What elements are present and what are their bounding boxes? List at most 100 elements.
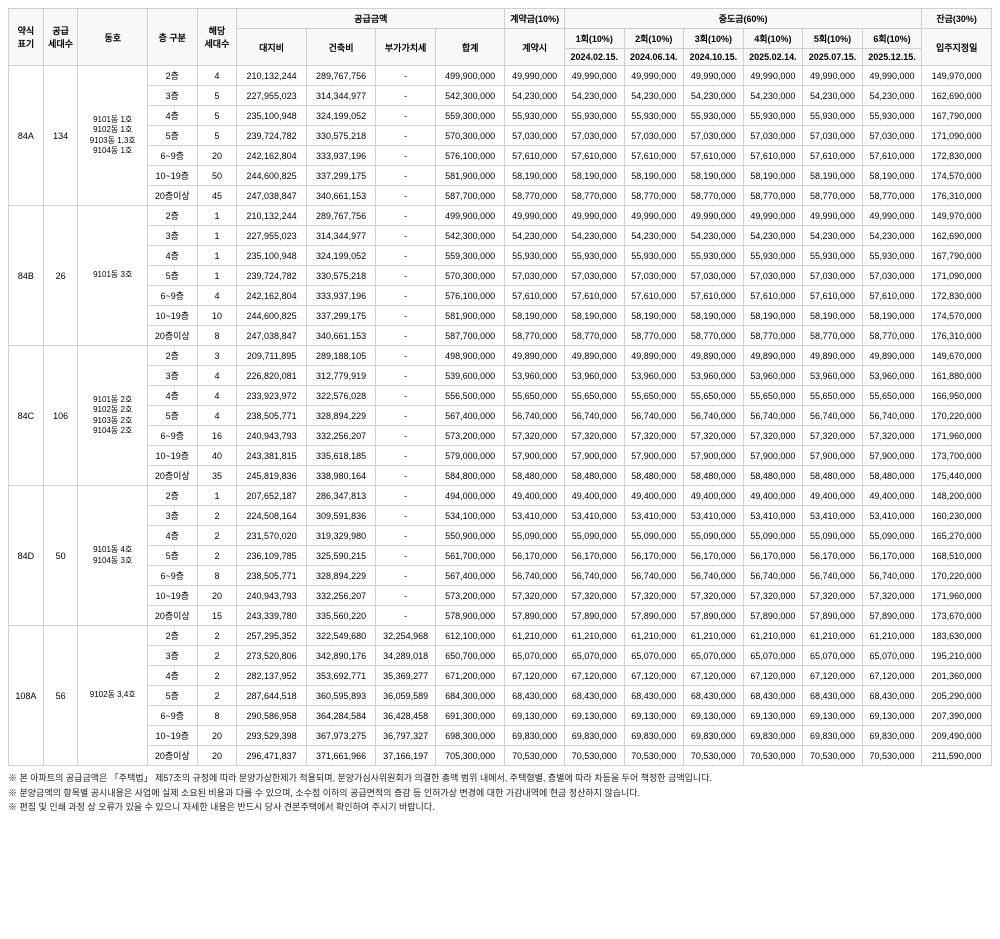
cell-hapgye: 587,700,000 (435, 186, 505, 206)
cell-haedang: 40 (197, 446, 237, 466)
cell-gyeyak: 55,930,000 (505, 246, 565, 266)
cell-p3: 57,610,000 (684, 286, 744, 306)
cell-hapgye: 494,000,000 (435, 486, 505, 506)
cell-p2: 68,430,000 (624, 686, 684, 706)
col-d2: 2024.06.14. (624, 49, 684, 66)
cell-gyeyak: 54,230,000 (505, 226, 565, 246)
table-row: 6~9층20242,162,804333,937,196-576,100,000… (9, 146, 992, 166)
cell-hapgye: 684,300,000 (435, 686, 505, 706)
table-row: 10~19층20240,943,793332,256,207-573,200,0… (9, 586, 992, 606)
cell-p4: 54,230,000 (743, 226, 803, 246)
cell-floor: 10~19층 (147, 306, 197, 326)
cell-p4: 61,210,000 (743, 626, 803, 646)
cell-gyeyak: 61,210,000 (505, 626, 565, 646)
cell-haedang: 4 (197, 286, 237, 306)
col-h5: 5회(10%) (803, 29, 863, 49)
cell-p5: 58,770,000 (803, 186, 863, 206)
cell-p1: 56,740,000 (564, 406, 624, 426)
cell-daejibi: 235,100,948 (237, 106, 307, 126)
cell-p3: 56,170,000 (684, 546, 744, 566)
cell-p3: 57,030,000 (684, 126, 744, 146)
cell-p4: 56,740,000 (743, 406, 803, 426)
cell-p3: 55,650,000 (684, 386, 744, 406)
cell-jan: 205,290,000 (922, 686, 992, 706)
cell-vat: 37,166,197 (376, 746, 436, 766)
cell-daejibi: 245,819,836 (237, 466, 307, 486)
cell-p4: 57,610,000 (743, 286, 803, 306)
cell-gyeyak: 65,070,000 (505, 646, 565, 666)
col-floor-type: 층 구분 (147, 9, 197, 66)
cell-daejibi: 247,038,847 (237, 186, 307, 206)
cell-jan: 171,960,000 (922, 426, 992, 446)
cell-p5: 53,410,000 (803, 506, 863, 526)
cell-vat: - (376, 186, 436, 206)
cell-p2: 55,930,000 (624, 246, 684, 266)
cell-p5: 49,400,000 (803, 486, 863, 506)
cell-floor: 5층 (147, 546, 197, 566)
table-row: 10~19층10244,600,825337,299,175-581,900,0… (9, 306, 992, 326)
cell-p5: 57,320,000 (803, 586, 863, 606)
cell-p5: 57,610,000 (803, 146, 863, 166)
cell-gyeyak: 54,230,000 (505, 86, 565, 106)
cell-vat: - (376, 606, 436, 626)
cell-p1: 68,430,000 (564, 686, 624, 706)
cell-p3: 55,930,000 (684, 246, 744, 266)
cell-p3: 58,190,000 (684, 166, 744, 186)
cell-p6: 55,090,000 (862, 526, 922, 546)
cell-gyeyak: 56,740,000 (505, 566, 565, 586)
cell-p2: 49,890,000 (624, 346, 684, 366)
cell-jan: 171,090,000 (922, 126, 992, 146)
cell-p5: 53,960,000 (803, 366, 863, 386)
cell-jan: 174,570,000 (922, 306, 992, 326)
cell-haedang: 4 (197, 386, 237, 406)
cell-p5: 58,190,000 (803, 166, 863, 186)
cell-p1: 57,610,000 (564, 146, 624, 166)
cell-p5: 57,030,000 (803, 266, 863, 286)
table-row: 20층이상20296,471,837371,661,96637,166,1977… (9, 746, 992, 766)
cell-p3: 55,930,000 (684, 106, 744, 126)
cell-gyeyak: 49,400,000 (505, 486, 565, 506)
cell-p1: 67,120,000 (564, 666, 624, 686)
cell-floor: 4층 (147, 106, 197, 126)
cell-p6: 53,960,000 (862, 366, 922, 386)
cell-p4: 55,650,000 (743, 386, 803, 406)
cell-p3: 53,960,000 (684, 366, 744, 386)
cell-p4: 57,320,000 (743, 586, 803, 606)
cell-daejibi: 235,100,948 (237, 246, 307, 266)
cell-gyeyak: 69,130,000 (505, 706, 565, 726)
cell-daejibi: 209,711,895 (237, 346, 307, 366)
cell-geonchukbi: 330,575,218 (306, 266, 376, 286)
cell-daejibi: 243,339,780 (237, 606, 307, 626)
cell-daejibi: 207,652,187 (237, 486, 307, 506)
cell-haedang: 20 (197, 146, 237, 166)
cell-jan: 167,790,000 (922, 246, 992, 266)
cell-vat: 36,797,327 (376, 726, 436, 746)
cell-p2: 69,830,000 (624, 726, 684, 746)
cell-hapgye: 698,300,000 (435, 726, 505, 746)
cell-daejibi: 247,038,847 (237, 326, 307, 346)
cell-p1: 55,930,000 (564, 106, 624, 126)
col-h6: 6회(10%) (862, 29, 922, 49)
col-yaksi: 약식표기 (9, 9, 44, 66)
cell-p3: 57,030,000 (684, 266, 744, 286)
cell-floor: 6~9층 (147, 146, 197, 166)
cell-gyeyak: 58,770,000 (505, 326, 565, 346)
cell-p6: 53,410,000 (862, 506, 922, 526)
cell-daejibi: 238,505,771 (237, 406, 307, 426)
cell-floor: 3층 (147, 226, 197, 246)
cell-gyeyak: 58,190,000 (505, 166, 565, 186)
cell-p4: 58,770,000 (743, 326, 803, 346)
cell-haedang: 3 (197, 346, 237, 366)
cell-hapgye: 691,300,000 (435, 706, 505, 726)
cell-p1: 49,990,000 (564, 206, 624, 226)
table-row: 4층2231,570,020319,329,980-550,900,00055,… (9, 526, 992, 546)
col-gonggeup-sedae: 공급세대수 (43, 9, 78, 66)
table-row: 84B269101동 3호2층1210,132,244289,767,756-4… (9, 206, 992, 226)
col-gyeyak-si: 계약시 (505, 29, 565, 66)
cell-p3: 69,130,000 (684, 706, 744, 726)
table-row: 6~9층16240,943,793332,256,207-573,200,000… (9, 426, 992, 446)
col-vat: 부가가치세 (376, 29, 436, 66)
cell-p6: 57,610,000 (862, 286, 922, 306)
cell-p3: 58,190,000 (684, 306, 744, 326)
cell-p1: 55,930,000 (564, 246, 624, 266)
